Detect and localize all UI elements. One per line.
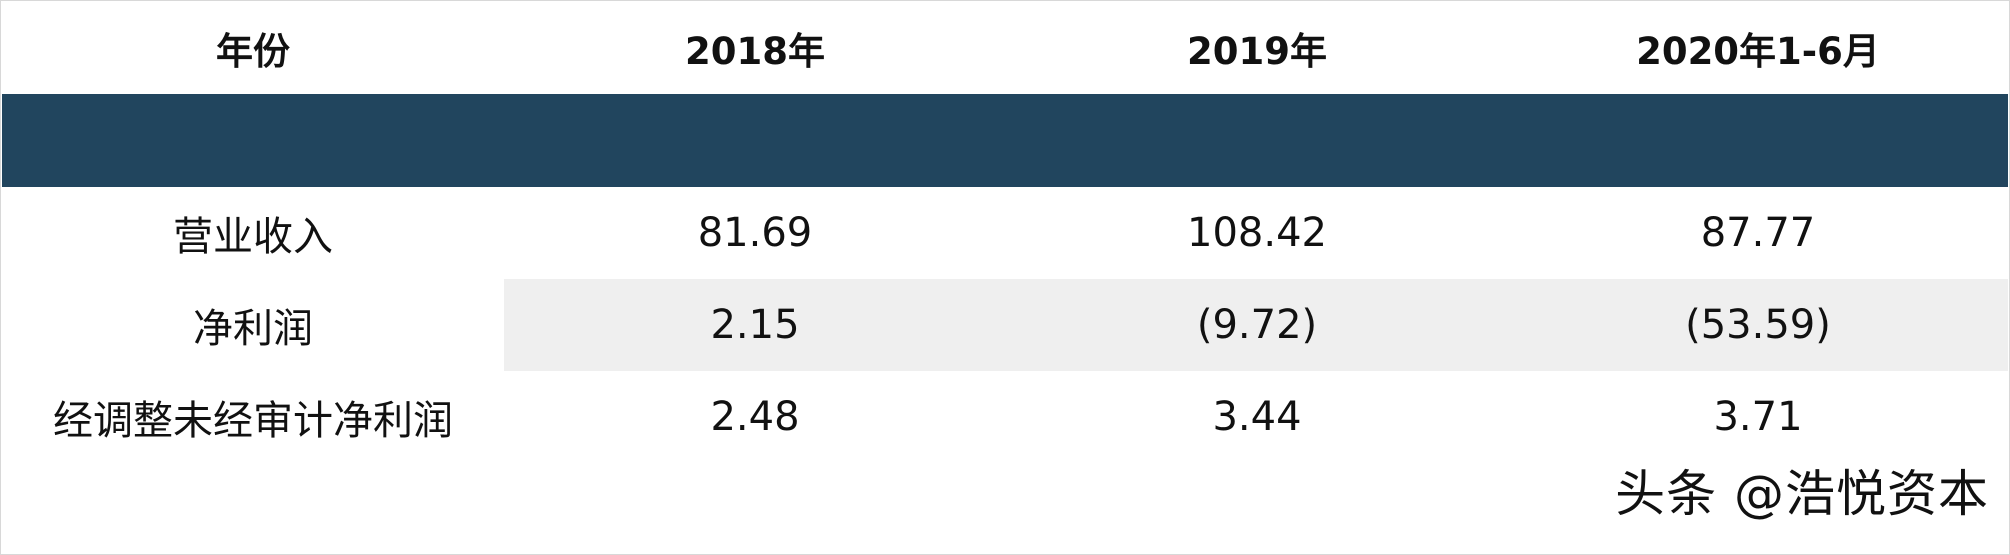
header-2018: 2018年 bbox=[685, 30, 825, 73]
table-cell: 2.48 bbox=[710, 394, 800, 440]
row-label: 净利润 bbox=[2, 279, 504, 371]
table-cell: 3.44 bbox=[1212, 394, 1302, 440]
table-header-row: 年份 2018年 2019年 2020年1-6月 bbox=[2, 2, 2008, 94]
table-cell: 2.15 bbox=[504, 279, 1006, 371]
watermark-text: 头条 @浩悦资本 bbox=[1615, 465, 1989, 523]
header-year: 年份 bbox=[216, 30, 290, 73]
table-cell: (9.72) bbox=[1006, 279, 1508, 371]
table-cell: 87.77 bbox=[1700, 210, 1816, 256]
table-cell: (53.59) bbox=[1508, 279, 2008, 371]
header-2020-h1: 2020年1-6月 bbox=[1636, 30, 1880, 73]
row-label: 经调整未经审计净利润 bbox=[53, 398, 453, 444]
table-row: 营业收入 81.69 108.42 87.77 bbox=[2, 187, 2008, 279]
table-row: 经调整未经审计净利润 2.48 3.44 3.71 bbox=[2, 371, 2008, 463]
header-band bbox=[2, 94, 2008, 187]
table-cell: 81.69 bbox=[697, 210, 813, 256]
row-label: 营业收入 bbox=[173, 214, 333, 260]
table-cell: 108.42 bbox=[1187, 210, 1327, 256]
header-2019: 2019年 bbox=[1187, 30, 1327, 73]
table-cell: 3.71 bbox=[1713, 394, 1803, 440]
table-row: 净利润 2.15 (9.72) (53.59) bbox=[2, 279, 2008, 371]
